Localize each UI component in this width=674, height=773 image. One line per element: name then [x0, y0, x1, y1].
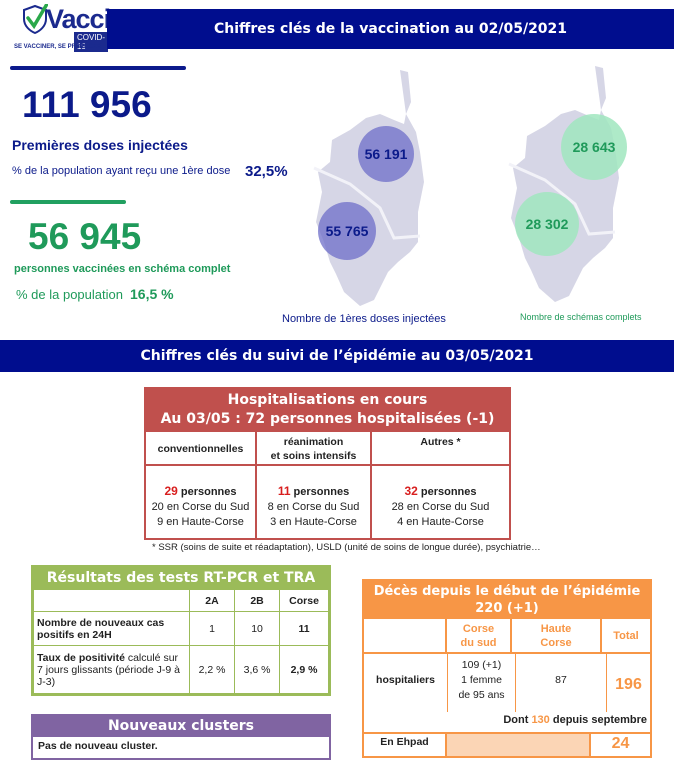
- hospitalisations-table: Hospitalisations en cours Au 03/05 : 72 …: [144, 387, 511, 540]
- line1: Corse: [462, 623, 495, 635]
- hospitalisations-footnote: * SSR (soins de suite et réadaptation), …: [152, 542, 541, 553]
- deaths-ehpad-row: En Ehpad 24: [364, 734, 650, 756]
- deaths-title: Décès depuis le début de l’épidémie: [373, 584, 641, 599]
- deaths-ehpad-shaded: [447, 734, 591, 756]
- deaths-hosp-haute: 87: [555, 674, 567, 686]
- logo-covid-badge: COVID-19: [74, 32, 108, 52]
- epidemic-title-banner: Chiffres clés du suivi de l’épidémie au …: [0, 340, 674, 372]
- tests-header-blank: [33, 589, 190, 612]
- new-cases-corse: 11: [279, 611, 329, 646]
- deaths-header-total: Total: [602, 619, 650, 654]
- new-cases-2b: 10: [234, 611, 281, 646]
- positivity-corse: 2,9 %: [279, 645, 329, 694]
- complete-pct-value: 16,5 %: [130, 286, 174, 302]
- complete-value: 56 945: [28, 216, 142, 257]
- unit: personnes: [290, 486, 350, 498]
- sud: 28 en Corse du Sud: [391, 501, 490, 513]
- vaccination-title-banner: Chiffres clés de la vaccination au 02/05…: [107, 9, 674, 49]
- deaths-header-blank: [364, 619, 447, 654]
- deaths-hospital-row: hospitaliers 109 (+1) 1 femme de 95 ans …: [364, 654, 650, 734]
- haute: 3 en Haute-Corse: [270, 516, 357, 528]
- col-reanimation-line2: et soins intensifs: [270, 450, 357, 462]
- line2: 1 femme: [461, 674, 502, 686]
- deaths-hosp-sud: 109 (+1) 1 femme de 95 ans: [449, 654, 514, 712]
- new-cases-label: Nombre de nouveaux cas positifs en 24H: [33, 611, 190, 646]
- pre: Dont: [503, 714, 532, 726]
- haute: 9 en Haute-Corse: [157, 516, 244, 528]
- cell-conventionnelles: 29 personnes 20 en Corse du Sud 9 en Hau…: [146, 466, 257, 538]
- shield-check-icon: [23, 4, 48, 34]
- positivity-2b: 3,6 %: [234, 645, 281, 694]
- tests-header-2b: 2B: [234, 589, 281, 612]
- corse-du-sud-first-doses: 55 765: [318, 202, 376, 260]
- deaths-hosp-total: 196: [615, 676, 642, 693]
- line3: de 95 ans: [458, 689, 505, 701]
- hospitalisations-subtitle: Au 03/05 : 72 personnes hospitalisées (-…: [160, 411, 495, 427]
- haute-corse-complete: 28 643: [561, 114, 627, 180]
- deaths-header-haute-corse: Haute Corse: [512, 619, 602, 654]
- first-dose-pct-value: 32,5%: [245, 163, 288, 180]
- col-conventionnelles: conventionnelles: [146, 432, 257, 466]
- tests-header-corse: Corse: [279, 589, 329, 612]
- clusters-title: Nouveaux clusters: [33, 716, 329, 737]
- haute: 4 en Haute-Corse: [397, 516, 484, 528]
- deaths-header-corse-du-sud: Corse du sud: [447, 619, 512, 654]
- post: depuis septembre: [549, 714, 647, 726]
- deaths-ehpad-total: 24: [611, 735, 630, 752]
- clusters-box: Nouveaux clusters Pas de nouveau cluster…: [31, 714, 331, 760]
- deaths-header: Décès depuis le début de l’épidémie 220 …: [364, 581, 650, 619]
- corse-du-sud-complete: 28 302: [515, 192, 579, 256]
- corsica-outline-icon: [508, 66, 619, 302]
- positivity-label-rest: calculé sur 7 jours glissants (période J…: [37, 651, 180, 688]
- cell-autres: 32 personnes 28 en Corse du Sud 4 en Hau…: [372, 466, 509, 538]
- hospitalisations-title: Hospitalisations en cours: [227, 392, 428, 408]
- complete-label: personnes vaccinées en schéma complet: [14, 263, 231, 275]
- deaths-since-september: Dont 130 depuis septembre: [364, 714, 647, 732]
- unit: personnes: [177, 486, 237, 498]
- col-reanimation-line1: réanimation: [283, 436, 344, 448]
- unit: personnes: [417, 486, 477, 498]
- sud: 8 en Corse du Sud: [267, 501, 360, 513]
- corsica-outline-icon: [313, 70, 424, 306]
- deaths-table: Décès depuis le début de l’épidémie 220 …: [362, 579, 652, 758]
- col-autres: Autres *: [372, 432, 509, 466]
- vaccin-covid-logo: Vaccin COVID-19 SE VACCINER, SE PROTÉGER: [14, 0, 127, 52]
- deaths-ehpad-label: En Ehpad: [364, 734, 447, 756]
- clusters-text: Pas de nouveau cluster.: [38, 740, 158, 752]
- count: 11: [277, 484, 291, 498]
- divider-blue: [10, 66, 186, 70]
- count: 29: [164, 484, 178, 498]
- hospitalisations-header: Hospitalisations en cours Au 03/05 : 72 …: [146, 389, 509, 432]
- cell-reanimation: 11 personnes 8 en Corse du Sud 3 en Haut…: [257, 466, 372, 538]
- haute-corse-first-doses: 56 191: [358, 126, 414, 182]
- divider-green: [10, 200, 126, 204]
- count: 32: [404, 484, 418, 498]
- corsica-map-first-doses: 56 191 55 765: [290, 62, 450, 312]
- line1: 109 (+1): [461, 659, 502, 671]
- line2: Corse: [540, 637, 572, 649]
- deaths-total: 220 (+1): [475, 601, 539, 616]
- tests-header-2a: 2A: [188, 589, 236, 612]
- logo-tagline: SE VACCINER, SE PROTÉGER: [14, 44, 102, 50]
- first-doses-label: Premières doses injectées: [12, 137, 188, 153]
- sud: 20 en Corse du Sud: [151, 501, 250, 513]
- deaths-hosp-label: hospitaliers: [376, 674, 435, 686]
- new-cases-2a: 1: [188, 611, 236, 646]
- map-caption-first-doses: Nombre de 1ères doses injectées: [282, 313, 446, 325]
- positivity-label: Taux de positivité calculé sur 7 jours g…: [33, 645, 190, 694]
- tests-title: Résultats des tests RT-PCR et TRA: [33, 567, 329, 589]
- corsica-map-complete: 28 643 28 302: [505, 62, 665, 312]
- map-caption-complete: Nombre de schémas complets: [520, 312, 642, 322]
- value: 130: [531, 714, 550, 726]
- positivity-2a: 2,2 %: [188, 645, 236, 694]
- first-dose-pct-label: % de la population ayant reçu une 1ère d…: [12, 165, 231, 177]
- tests-table: Résultats des tests RT-PCR et TRA 2A 2B …: [31, 565, 331, 696]
- first-doses-value: 111 956: [22, 84, 152, 125]
- line2: du sud: [460, 637, 497, 649]
- positivity-label-bold: Taux de positivité: [37, 651, 125, 664]
- line1: Haute: [540, 623, 572, 635]
- complete-pct-label: % de la population: [16, 287, 123, 302]
- col-reanimation: réanimation et soins intensifs: [257, 432, 372, 466]
